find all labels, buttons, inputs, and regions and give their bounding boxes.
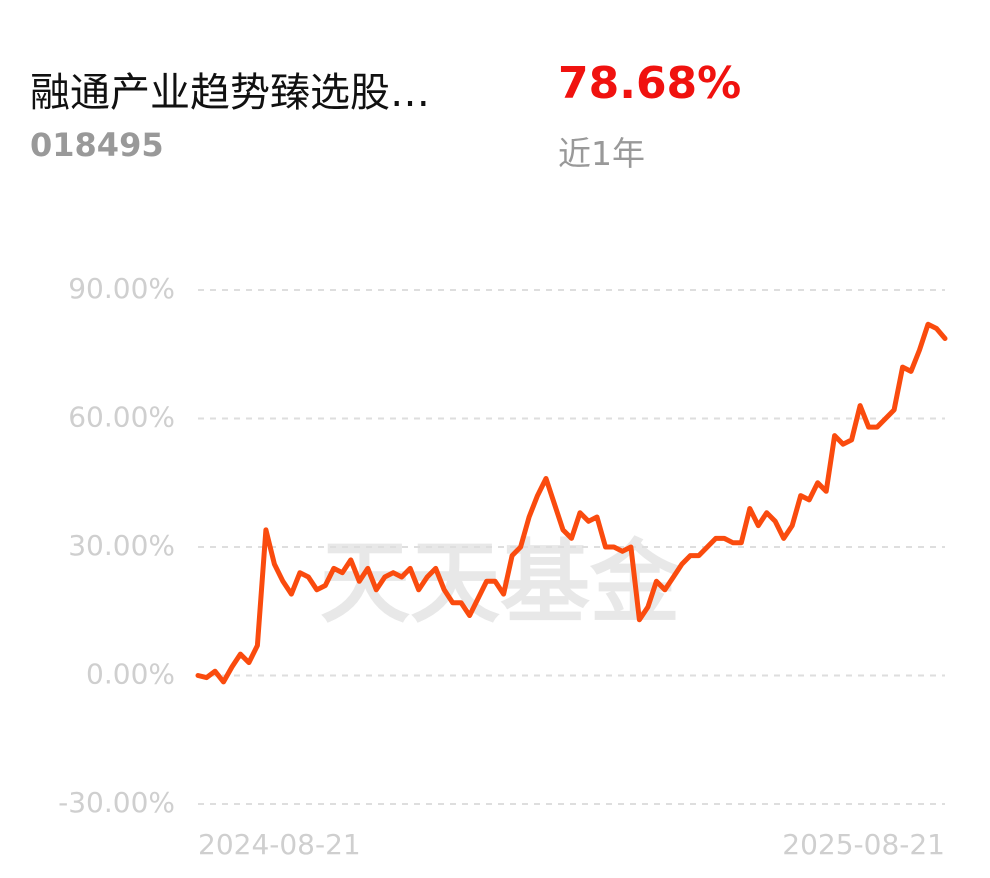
- x-tick-label: 2024-08-21: [198, 828, 361, 861]
- x-tick-label: 2025-08-21: [782, 828, 945, 861]
- period: 近1年: [558, 134, 645, 173]
- fund-name: 融通产业趋势臻选股…: [30, 70, 430, 116]
- y-tick-label: 90.00%: [68, 272, 175, 305]
- fund-code: 018495: [30, 126, 164, 164]
- line-series: [195, 321, 948, 685]
- y-tick-label: 60.00%: [68, 401, 175, 434]
- y-tick-label: -30.00%: [58, 786, 175, 819]
- y-tick-label: 30.00%: [68, 529, 175, 562]
- return: 78.68%: [558, 58, 742, 109]
- y-tick-label: 0.00%: [86, 658, 175, 691]
